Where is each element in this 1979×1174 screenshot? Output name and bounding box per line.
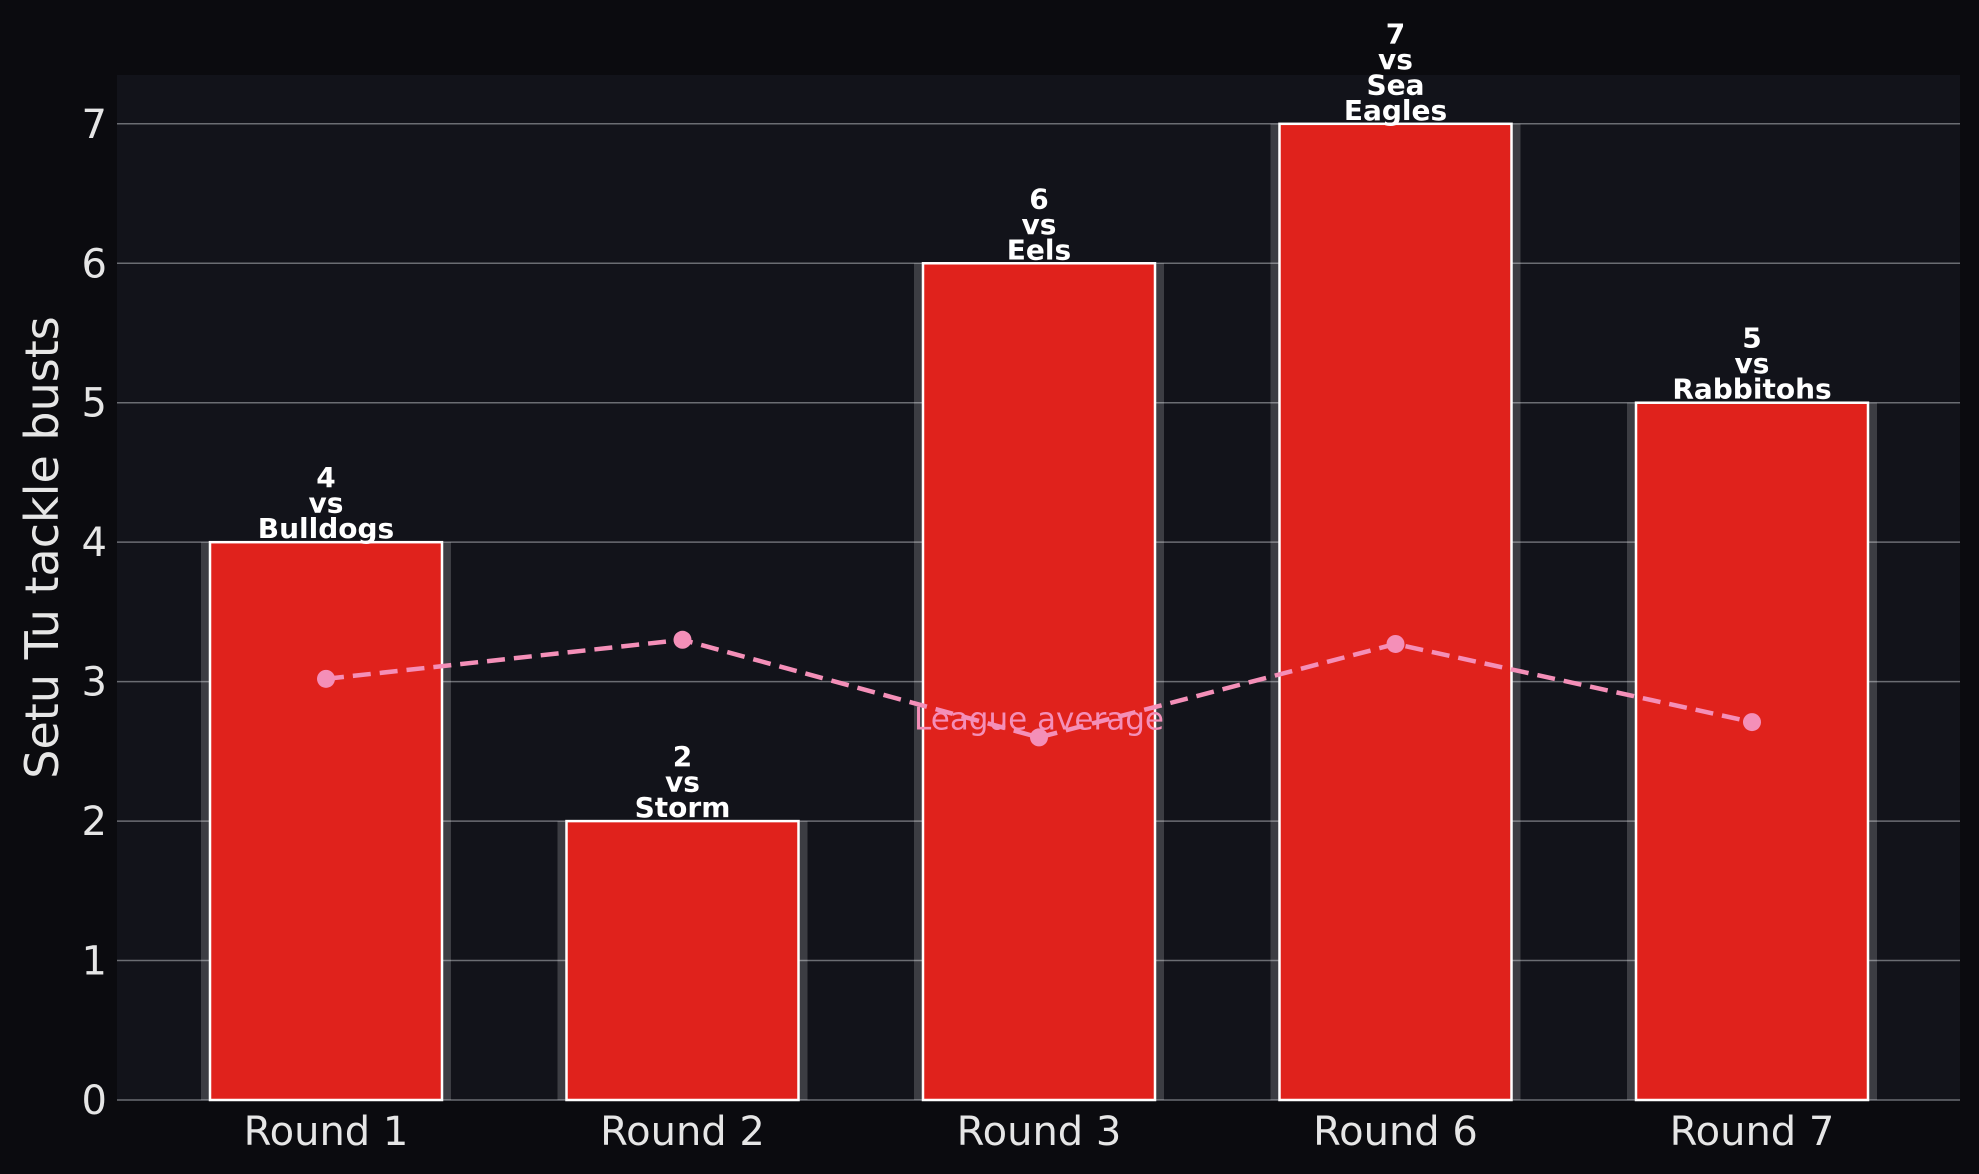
league-average-point-3 [1030,728,1048,747]
bar-round-7 [1634,401,1870,1102]
bar-round-1 [208,540,444,1102]
y-tick-label-7: 7 [82,102,107,148]
y-axis-ticks: 0 1 2 3 4 5 6 7 [82,102,107,1124]
bar-label-5-line-2: vs [1735,347,1770,380]
league-average-point-4 [1386,634,1405,653]
bar-round-2 [565,819,800,1102]
bar-label-4-line-1: 7 [1386,17,1405,50]
league-average-point-1 [317,669,335,688]
bar-label-1-line-1: 4 [316,461,335,494]
league-average-point-2 [673,630,692,649]
bar-label-1-line-3: Bulldogs [258,512,394,545]
x-tick-label-2: Round 2 [600,1109,765,1155]
x-tick-label-4: Round 6 [1313,1109,1478,1155]
y-tick-label-0: 0 [82,1078,107,1124]
bar-label-3-line-1: 6 [1029,182,1048,215]
bar-label-1-line-2: vs [309,487,344,520]
bar-label-4-line-3: Sea [1366,68,1424,101]
league-average-point-5 [1743,713,1761,732]
bar-label-3-line-2: vs [1022,208,1057,241]
x-tick-label-5: Round 7 [1670,1109,1835,1155]
bar-label-2-line-1: 2 [673,740,692,773]
bar-label-2-line-2: vs [665,766,700,799]
bar-label-3-line-3: Eels [1007,233,1071,266]
bar-label-2-line-3: Storm [635,791,731,824]
y-tick-label-6: 6 [82,241,107,287]
bar-label-4-line-4: Eagles [1344,94,1447,127]
bar-label-4-line-2: vs [1378,43,1413,76]
league-average-line: League average [317,630,1761,747]
bar-labels: 4vsBulldogs2vsStorm6vsEels7vsSeaEagles5v… [258,17,1832,824]
y-axis-label: Setu Tu tackle busts [15,316,69,778]
y-tick-label-1: 1 [82,939,107,985]
league-average-path [325,637,1753,740]
y-tick-label-5: 5 [82,381,107,427]
y-tick-label-3: 3 [82,660,107,706]
y-tick-label-4: 4 [82,520,107,566]
bar-label-5-line-3: Rabbitohs [1672,373,1831,406]
x-tick-label-1: Round 1 [244,1109,409,1155]
x-tick-label-3: Round 3 [957,1109,1122,1155]
x-axis-ticks: Round 1 Round 2 Round 3 Round 6 Round 7 [244,1109,1835,1155]
bars [201,122,1877,1102]
bar-round-3 [921,262,1157,1102]
league-average-label: League average [914,701,1164,737]
y-tick-label-2: 2 [82,799,107,845]
bar-round-6 [1278,122,1513,1102]
bar-label-5-line-1: 5 [1742,322,1761,355]
